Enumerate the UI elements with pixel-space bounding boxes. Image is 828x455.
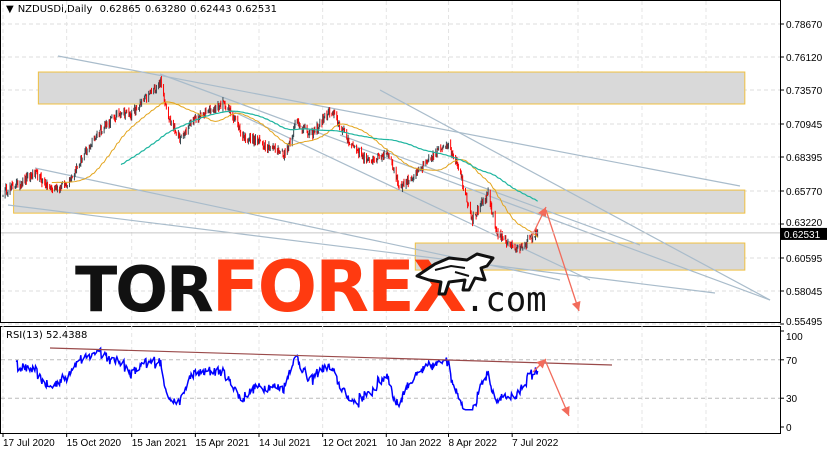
rsi-label: RSI(13) 52.4388 <box>6 330 88 341</box>
rsi-tick-label: 100 <box>786 332 803 343</box>
price-tick-label: 0.65770 <box>786 187 823 198</box>
date-tick-label: 15 Apr 2021 <box>195 438 249 449</box>
rsi-arrow-down-head <box>561 405 570 416</box>
price-tick-label: 0.68395 <box>786 153 823 164</box>
torforex-logo: TORFOREX.com <box>75 246 547 328</box>
open-value: 0.62865 <box>99 4 141 15</box>
date-tick-label: 8 Apr 2022 <box>449 438 498 449</box>
rsi-line <box>15 346 539 411</box>
date-tick-label: 7 Jul 2022 <box>512 438 559 449</box>
forecast-arrow-down <box>545 209 580 312</box>
date-tick-label: 15 Oct 2020 <box>67 438 122 449</box>
rsi-arrow-up-head <box>536 359 546 369</box>
date-tick-label: 14 Jul 2021 <box>259 438 311 449</box>
price-tick-label: 0.63220 <box>786 218 823 229</box>
date-tick-label: 15 Jan 2021 <box>132 438 187 449</box>
date-tick-label: 12 Oct 2021 <box>323 438 378 449</box>
price-tick-label: 0.58045 <box>786 287 823 298</box>
rsi-trendline <box>49 347 613 366</box>
rsi-arrow-down <box>544 359 570 417</box>
close-value: 0.62531 <box>235 4 277 15</box>
support-resistance-zone <box>13 189 746 214</box>
price-tick-label: 0.73570 <box>786 86 823 97</box>
current-price-badge <box>781 227 827 240</box>
high-value: 0.63280 <box>144 4 187 15</box>
trendline <box>379 89 771 301</box>
bull-logo-icon <box>415 252 495 296</box>
symbol-label: NZDUSDi,Daily <box>17 4 93 15</box>
price-tick-label: 0.70945 <box>786 120 823 131</box>
collapse-triangle-icon[interactable]: ▼ <box>6 4 14 15</box>
current-price-label: 0.62531 <box>784 230 821 241</box>
logo-forex: FOREX <box>211 246 467 328</box>
logo-tor: TOR <box>75 253 214 326</box>
price-tick-label: 0.78670 <box>786 20 823 31</box>
candles <box>2 75 539 254</box>
rsi-tick-label: 0 <box>786 423 792 434</box>
chart-header: ▼ NZDUSDi,Daily 0.62865 0.63280 0.62443 0.62… <box>6 4 281 15</box>
price-tick-label: 0.60595 <box>786 254 823 265</box>
rsi-panel-frame <box>0 326 781 434</box>
forecast-arrow-down-head <box>571 301 581 311</box>
price-tick-label: 0.55495 <box>786 317 823 328</box>
price-tick-label: 0.76120 <box>786 53 823 64</box>
rsi-tick-label: 30 <box>786 394 798 405</box>
trendline <box>159 73 771 301</box>
logo-com: .com <box>464 280 547 320</box>
date-tick-label: 10 Jan 2022 <box>386 438 441 449</box>
rsi-tick-label: 70 <box>786 356 798 367</box>
moving-average-fast <box>51 101 539 238</box>
forecast-arrow-up-head <box>538 207 547 218</box>
trendline <box>57 55 741 187</box>
moving-average-slow <box>120 110 538 202</box>
date-tick-label: 17 Jul 2020 <box>3 438 55 449</box>
low-value: 0.62443 <box>190 4 232 15</box>
trendline <box>7 204 716 294</box>
